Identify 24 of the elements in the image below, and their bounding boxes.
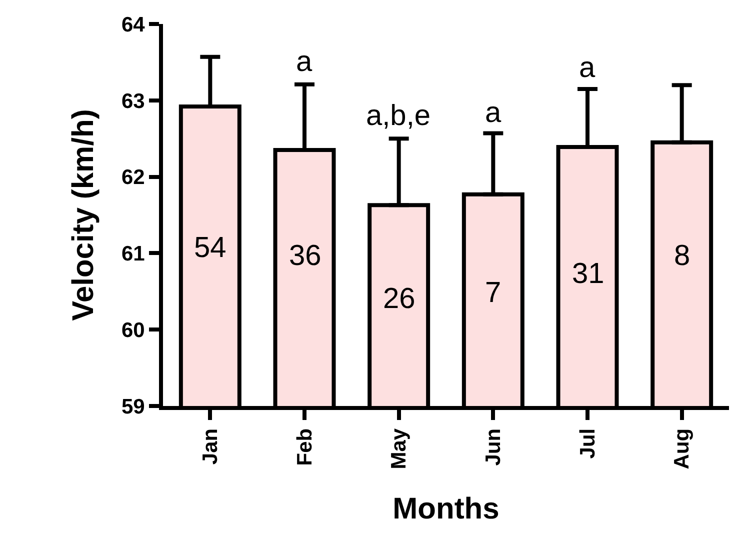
annotation: 31 bbox=[572, 258, 604, 290]
y-tick-label: 60 bbox=[121, 318, 145, 342]
annotation: 8 bbox=[674, 240, 690, 272]
x-tick-label: Jan bbox=[198, 428, 222, 465]
y-axis-title: Velocity (km/h) bbox=[66, 109, 100, 321]
y-tick-label: 64 bbox=[121, 13, 146, 36]
y-tick-label: 59 bbox=[121, 395, 145, 418]
y-tick-label: 61 bbox=[121, 242, 146, 266]
x-axis-title: Months bbox=[392, 492, 500, 526]
annotation: a bbox=[579, 52, 596, 84]
x-tick-label: Jun bbox=[482, 428, 505, 466]
annotation: 7 bbox=[485, 277, 502, 309]
annotation: 26 bbox=[383, 283, 416, 315]
y-tick-label: 63 bbox=[121, 90, 145, 113]
y-tick-label: 62 bbox=[121, 166, 145, 190]
annotation: 54 bbox=[194, 232, 226, 264]
annotation: a,b,e bbox=[366, 100, 430, 132]
x-tick-label: Jul bbox=[576, 428, 600, 459]
x-tick-label: Feb bbox=[293, 428, 316, 466]
annotation: a bbox=[296, 46, 313, 78]
annotation: a bbox=[485, 97, 502, 129]
annotation: 36 bbox=[289, 240, 322, 272]
x-tick-label: Aug bbox=[670, 428, 694, 470]
x-tick-label: May bbox=[388, 428, 411, 470]
